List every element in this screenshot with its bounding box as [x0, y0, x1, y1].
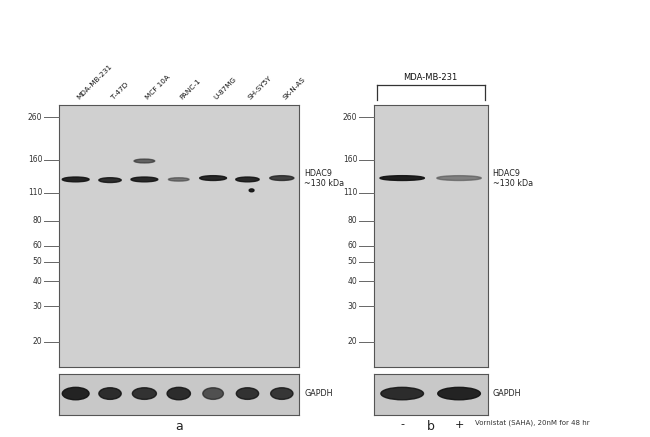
Ellipse shape	[168, 178, 189, 181]
Text: 30: 30	[32, 302, 42, 311]
Text: 160: 160	[28, 156, 42, 164]
Text: T-47D: T-47D	[110, 81, 129, 101]
Ellipse shape	[381, 387, 424, 400]
Text: 50: 50	[348, 257, 358, 266]
Ellipse shape	[249, 189, 254, 192]
Ellipse shape	[133, 388, 157, 399]
Text: SK-N-AS: SK-N-AS	[282, 76, 307, 101]
Text: HDAC9
~130 kDa: HDAC9 ~130 kDa	[304, 169, 345, 188]
Text: 60: 60	[32, 241, 42, 250]
Ellipse shape	[380, 176, 424, 180]
Text: b: b	[426, 420, 435, 433]
Ellipse shape	[99, 178, 121, 183]
Text: 30: 30	[348, 302, 358, 311]
Text: MDA-MB-231: MDA-MB-231	[404, 73, 458, 82]
Text: 260: 260	[28, 113, 42, 122]
Text: 40: 40	[32, 277, 42, 286]
Text: 260: 260	[343, 113, 358, 122]
Text: 110: 110	[343, 188, 358, 197]
Text: GAPDH: GAPDH	[493, 389, 521, 398]
Ellipse shape	[62, 387, 89, 400]
Text: 60: 60	[348, 241, 358, 250]
Text: U-87MG: U-87MG	[213, 76, 238, 101]
Text: 40: 40	[348, 277, 358, 286]
Text: 80: 80	[348, 216, 358, 225]
Text: GAPDH: GAPDH	[304, 389, 333, 398]
Text: 20: 20	[32, 337, 42, 347]
Text: 80: 80	[32, 216, 42, 225]
Ellipse shape	[200, 176, 226, 180]
Ellipse shape	[437, 387, 480, 400]
Text: HDAC9
~130 kDa: HDAC9 ~130 kDa	[493, 169, 533, 188]
Text: 110: 110	[28, 188, 42, 197]
Text: SH-SY5Y: SH-SY5Y	[248, 75, 274, 101]
Text: 160: 160	[343, 156, 358, 164]
Text: 50: 50	[32, 257, 42, 266]
Ellipse shape	[270, 388, 293, 399]
Text: MCF 10A: MCF 10A	[144, 74, 171, 101]
Text: a: a	[175, 420, 183, 433]
Text: -: -	[400, 420, 404, 430]
Ellipse shape	[99, 388, 121, 399]
Text: MDA-MB-231: MDA-MB-231	[75, 63, 113, 101]
Ellipse shape	[167, 387, 190, 400]
Ellipse shape	[237, 388, 259, 399]
Ellipse shape	[62, 177, 89, 182]
Ellipse shape	[270, 176, 294, 180]
Ellipse shape	[437, 176, 481, 180]
Text: Vornistat (SAHA), 20nM for 48 hr: Vornistat (SAHA), 20nM for 48 hr	[475, 420, 590, 426]
Ellipse shape	[236, 177, 259, 182]
Text: +: +	[454, 420, 463, 430]
Ellipse shape	[203, 388, 224, 399]
Ellipse shape	[134, 159, 155, 163]
Text: PANC-1: PANC-1	[179, 77, 202, 101]
Text: 20: 20	[348, 337, 358, 347]
Ellipse shape	[131, 177, 158, 182]
